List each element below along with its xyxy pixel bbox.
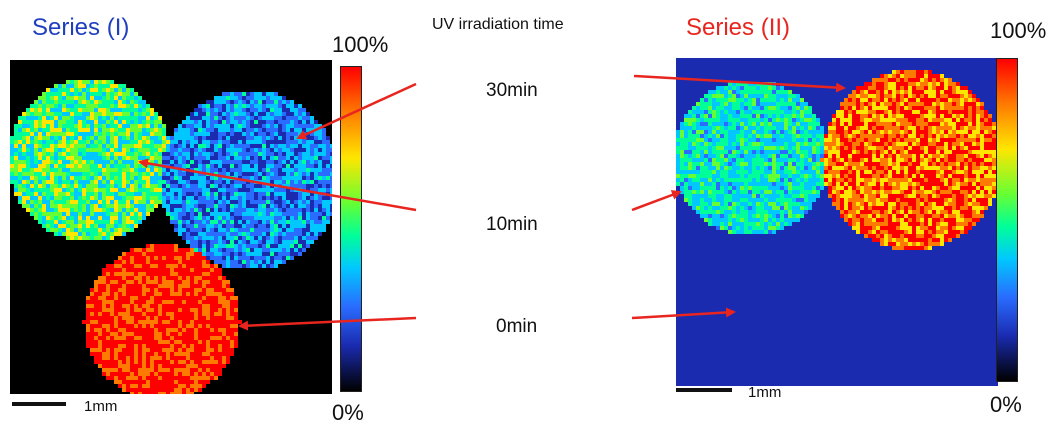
series-2-scale-bar (676, 388, 732, 392)
time-label-0min: 0min (496, 316, 538, 337)
time-label-10min: 10min (486, 214, 538, 235)
uv-irradiation-header: UV irradiation time (432, 16, 564, 33)
series-2-title: Series (II) (686, 14, 791, 41)
series-2-scale-label: 1mm (748, 384, 782, 401)
series-2-image-panel (676, 58, 998, 386)
time-label-30min: 30min (486, 80, 538, 101)
series-1-colorbar (340, 66, 362, 392)
series-1-colorbar-max: 100% (332, 32, 389, 57)
series-2-map (676, 58, 998, 386)
series-2-colorbar (996, 58, 1018, 382)
series-1-map (10, 80, 332, 394)
series-1-image-panel (10, 60, 332, 394)
series-2-colorbar-min: 0% (990, 392, 1022, 417)
series-1-title: Series (I) (32, 14, 130, 41)
series-2-colorbar-max: 100% (990, 18, 1047, 43)
series-1-colorbar-min: 0% (332, 400, 364, 425)
series-1-scale-label: 1mm (84, 398, 118, 415)
arrow-10min-series-2 (631, 190, 682, 212)
series-1-scale-bar (12, 402, 66, 406)
